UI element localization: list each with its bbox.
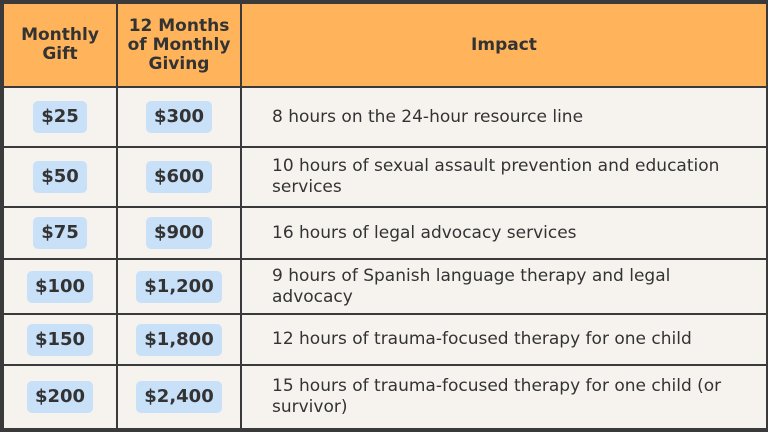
table-row: $100 $1,200 9 hours of Spanish language … (2, 258, 768, 315)
monthly-cell: $150 (2, 313, 118, 366)
annual-amount-badge: $900 (145, 217, 213, 249)
impact-cell: 15 hours of trauma-focused therapy for o… (240, 364, 768, 430)
annual-cell: $300 (116, 86, 242, 148)
annual-amount-badge: $300 (145, 101, 213, 133)
annual-cell: $2,400 (116, 364, 242, 430)
impact-cell: 16 hours of legal advocacy services (240, 206, 768, 260)
monthly-amount-badge: $200 (26, 381, 94, 413)
annual-cell: $1,200 (116, 258, 242, 315)
monthly-cell: $200 (2, 364, 118, 430)
annual-amount-badge: $2,400 (136, 381, 222, 413)
impact-cell: 8 hours on the 24-hour resource line (240, 86, 768, 148)
header-monthly-gift-label: Monthly Gift (21, 25, 99, 64)
impact-cell: 9 hours of Spanish language therapy and … (240, 258, 768, 315)
impact-cell: 10 hours of sexual assault prevention an… (240, 146, 768, 208)
table-row: $200 $2,400 15 hours of trauma-focused t… (2, 364, 768, 430)
monthly-amount-badge: $100 (26, 270, 94, 303)
table-row: $150 $1,800 12 hours of trauma-focused t… (2, 313, 768, 366)
monthly-amount-badge: $50 (33, 161, 87, 193)
monthly-amount-badge: $25 (33, 101, 87, 133)
monthly-cell: $50 (2, 146, 118, 208)
header-monthly-gift: Monthly Gift (2, 2, 118, 88)
header-impact: Impact (240, 2, 768, 88)
annual-amount-badge: $1,800 (136, 323, 222, 356)
monthly-amount-badge: $75 (33, 217, 87, 249)
table-row: $25 $300 8 hours on the 24-hour resource… (2, 86, 768, 148)
header-impact-label: Impact (471, 34, 537, 55)
monthly-cell: $75 (2, 206, 118, 260)
table-row: $75 $900 16 hours of legal advocacy serv… (2, 206, 768, 260)
header-twelve-months-label: 12 Months of Monthly Giving (127, 15, 231, 74)
header-twelve-months: 12 Months of Monthly Giving (116, 2, 242, 88)
annual-amount-badge: $600 (145, 161, 213, 193)
annual-cell: $1,800 (116, 313, 242, 366)
header-row: Monthly Gift 12 Months of Monthly Giving… (2, 2, 768, 88)
monthly-amount-badge: $150 (26, 323, 94, 356)
table-row: $50 $600 10 hours of sexual assault prev… (2, 146, 768, 208)
monthly-cell: $100 (2, 258, 118, 315)
annual-amount-badge: $1,200 (136, 270, 222, 303)
annual-cell: $900 (116, 206, 242, 260)
annual-cell: $600 (116, 146, 242, 208)
monthly-cell: $25 (2, 86, 118, 148)
impact-cell: 12 hours of trauma-focused therapy for o… (240, 313, 768, 366)
